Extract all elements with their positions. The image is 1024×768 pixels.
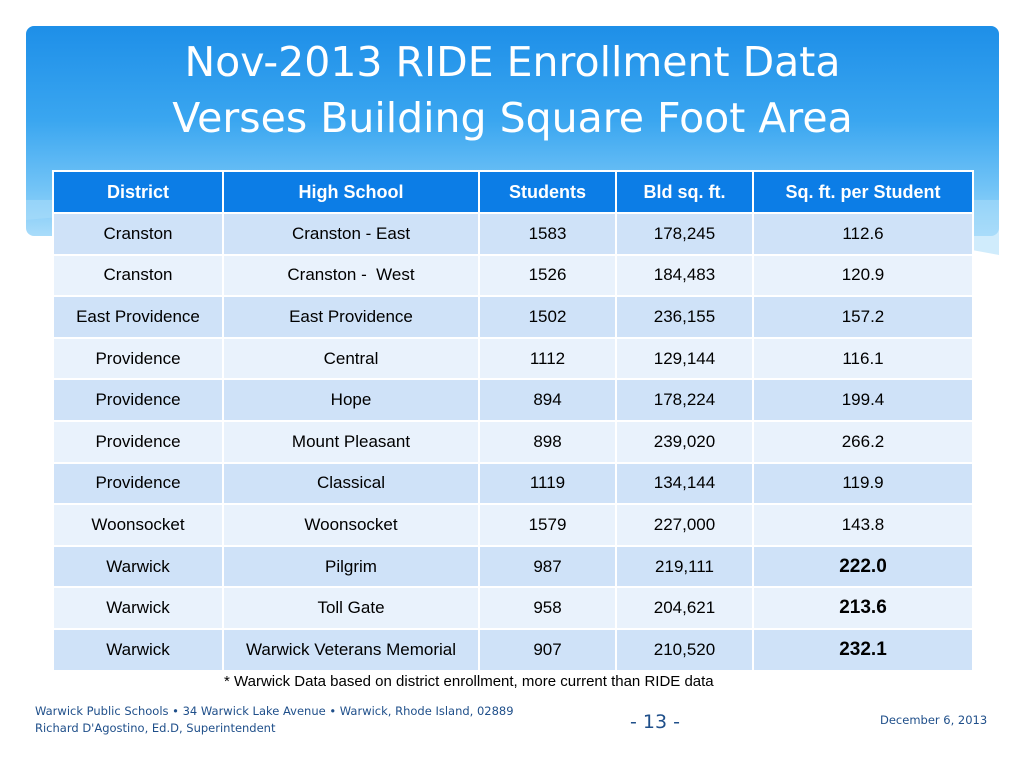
cell-district: Warwick (52, 627, 224, 672)
cell-sq-ft-per-student: 143.8 (752, 503, 974, 547)
cell-sq-ft-per-student: 266.2 (752, 419, 974, 464)
cell-sq-ft-per-student: 222.0 (752, 544, 974, 589)
cell-district: East Providence (52, 295, 224, 339)
cell-sq-ft-per-student: 213.6 (752, 586, 974, 630)
header-district: District (52, 170, 224, 214)
cell-high-school: Hope (222, 378, 480, 422)
cell-bld-sq-ft: 184,483 (615, 253, 754, 298)
cell-sq-ft-per-student: 119.9 (752, 461, 974, 506)
cell-bld-sq-ft: 236,155 (615, 295, 754, 339)
table-row: Warwick Warwick Veterans Memorial 907 21… (52, 627, 974, 672)
cell-bld-sq-ft: 227,000 (615, 503, 754, 547)
cell-sq-ft-per-student: 120.9 (752, 253, 974, 298)
footer-date: December 6, 2013 (880, 713, 988, 727)
slide-title-line-2: Verses Building Square Foot Area (172, 94, 853, 142)
table-row: Woonsocket Woonsocket 1579 227,000 143.8 (52, 503, 974, 547)
slide-title-line-1: Nov-2013 RIDE Enrollment Data (184, 38, 841, 86)
cell-sq-ft-per-student: 112.6 (752, 212, 974, 256)
table-header-row: District High School Students Bld sq. ft… (52, 170, 974, 214)
cell-district: Cranston (52, 212, 224, 256)
cell-high-school: Cranston - West (222, 253, 480, 298)
cell-district: Woonsocket (52, 503, 224, 547)
cell-high-school: Cranston - East (222, 212, 480, 256)
cell-bld-sq-ft: 134,144 (615, 461, 754, 506)
page-number: - 13 - (630, 711, 680, 733)
cell-bld-sq-ft: 178,245 (615, 212, 754, 256)
cell-sq-ft-per-student: 116.1 (752, 336, 974, 381)
cell-students: 894 (478, 378, 617, 422)
header-high-school: High School (222, 170, 480, 214)
cell-students: 898 (478, 419, 617, 464)
table-row: Warwick Toll Gate 958 204,621 213.6 (52, 586, 974, 630)
cell-bld-sq-ft: 210,520 (615, 627, 754, 672)
slide-title: Nov-2013 RIDE Enrollment Data Verses Bui… (26, 34, 999, 146)
cell-sq-ft-per-student: 157.2 (752, 295, 974, 339)
cell-district: Providence (52, 336, 224, 381)
cell-sq-ft-per-student: 232.1 (752, 627, 974, 672)
table-row: Warwick Pilgrim 987 219,111 222.0 (52, 544, 974, 589)
cell-district: Cranston (52, 253, 224, 298)
cell-high-school: Classical (222, 461, 480, 506)
footer-address-line-1: Warwick Public Schools • 34 Warwick Lake… (35, 704, 514, 718)
cell-bld-sq-ft: 204,621 (615, 586, 754, 630)
cell-district: Warwick (52, 586, 224, 630)
cell-high-school: Warwick Veterans Memorial (222, 627, 480, 672)
cell-students: 1119 (478, 461, 617, 506)
header-bld-sq-ft: Bld sq. ft. (615, 170, 754, 214)
table-row: Providence Hope 894 178,224 199.4 (52, 378, 974, 422)
cell-bld-sq-ft: 178,224 (615, 378, 754, 422)
cell-high-school: Pilgrim (222, 544, 480, 589)
table-row: Providence Classical 1119 134,144 119.9 (52, 461, 974, 506)
table-row: Cranston Cranston - East 1583 178,245 11… (52, 212, 974, 256)
cell-students: 1583 (478, 212, 617, 256)
enrollment-table: District High School Students Bld sq. ft… (52, 170, 974, 672)
cell-students: 1526 (478, 253, 617, 298)
cell-district: Providence (52, 378, 224, 422)
cell-high-school: Central (222, 336, 480, 381)
footnote: * Warwick Data based on district enrollm… (224, 673, 714, 690)
cell-high-school: Toll Gate (222, 586, 480, 630)
footer-superintendent: Richard D'Agostino, Ed.D, Superintendent (35, 721, 276, 735)
cell-high-school: Woonsocket (222, 503, 480, 547)
header-sq-ft-per-student: Sq. ft. per Student (752, 170, 974, 214)
table-row: Providence Central 1112 129,144 116.1 (52, 336, 974, 381)
table-row: East Providence East Providence 1502 236… (52, 295, 974, 339)
footer-address: Warwick Public Schools • 34 Warwick Lake… (35, 703, 514, 737)
cell-bld-sq-ft: 129,144 (615, 336, 754, 381)
cell-district: Warwick (52, 544, 224, 589)
cell-students: 1579 (478, 503, 617, 547)
cell-high-school: Mount Pleasant (222, 419, 480, 464)
cell-students: 987 (478, 544, 617, 589)
header-students: Students (478, 170, 617, 214)
cell-high-school: East Providence (222, 295, 480, 339)
cell-students: 907 (478, 627, 617, 672)
cell-students: 1112 (478, 336, 617, 381)
cell-bld-sq-ft: 219,111 (615, 544, 754, 589)
cell-district: Providence (52, 419, 224, 464)
cell-students: 958 (478, 586, 617, 630)
cell-bld-sq-ft: 239,020 (615, 419, 754, 464)
cell-district: Providence (52, 461, 224, 506)
table-row: Providence Mount Pleasant 898 239,020 26… (52, 419, 974, 464)
cell-students: 1502 (478, 295, 617, 339)
cell-sq-ft-per-student: 199.4 (752, 378, 974, 422)
table-row: Cranston Cranston - West 1526 184,483 12… (52, 253, 974, 298)
